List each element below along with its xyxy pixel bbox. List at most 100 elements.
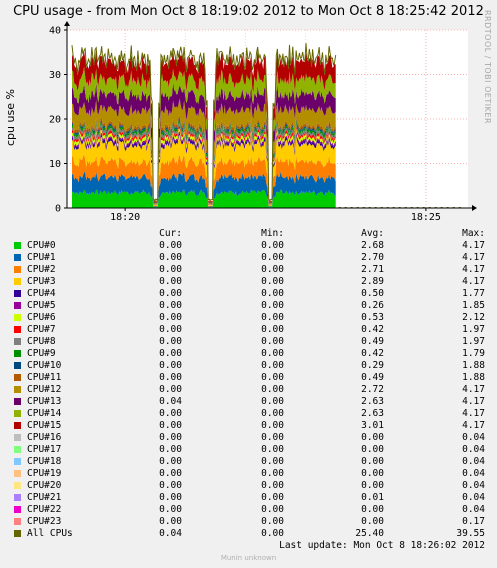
legend-max: 4.17 [462,408,485,419]
legend-row: CPU#9 0.00 0.00 0.42 1.79 [0,348,497,360]
series-area-cpu11 [72,115,336,205]
legend-avg: 0.26 [361,300,384,311]
legend-cur: 0.00 [159,360,182,371]
legend-min: 0.00 [261,336,284,347]
legend-avg: 2.63 [361,396,384,407]
legend-row: CPU#12 0.00 0.00 2.72 4.17 [0,384,497,396]
legend-swatch [14,458,21,465]
legend-swatch [14,362,21,369]
legend-avg: 2.63 [361,408,384,419]
legend-row: CPU#0 0.00 0.00 2.68 4.17 [0,240,497,252]
legend-row: CPU#10 0.00 0.00 0.29 1.88 [0,360,497,372]
legend-swatch [14,278,21,285]
legend-min: 0.00 [261,504,284,515]
legend-min: 0.00 [261,276,284,287]
x-tick-label: 18:25 [411,212,441,223]
legend-max: 0.04 [462,456,485,467]
legend-header-min: Min: [261,228,284,239]
legend-swatch [14,398,21,405]
legend-name: CPU#20 [27,480,62,491]
legend-cur: 0.00 [159,504,182,515]
series-area-cpu13 [72,82,336,204]
legend-max: 4.17 [462,240,485,251]
legend-row: CPU#13 0.04 0.00 2.63 4.17 [0,396,497,408]
legend-row: All CPUs 0.04 0.00 25.40 39.55 [0,528,497,540]
legend-cur: 0.00 [159,324,182,335]
legend-name: CPU#2 [27,264,56,275]
series-line-all-cpus [71,43,337,202]
legend-min: 0.00 [261,420,284,431]
legend-header-avg: Avg: [361,228,384,239]
legend-row: CPU#14 0.00 0.00 2.63 4.17 [0,408,497,420]
legend-max: 0.04 [462,444,485,455]
legend-max: 1.77 [462,288,485,299]
legend-avg: 0.00 [361,456,384,467]
y-tick-label: 30 [49,70,61,81]
legend-name: CPU#7 [27,324,56,335]
legend-max: 0.04 [462,480,485,491]
legend-cur: 0.00 [159,288,182,299]
series-area-cpu3 [72,134,336,206]
legend-row: CPU#19 0.00 0.00 0.00 0.04 [0,468,497,480]
legend-max: 0.04 [462,432,485,443]
legend-avg: 3.01 [361,420,384,431]
legend-row: CPU#15 0.00 0.00 3.01 4.17 [0,420,497,432]
series-area-cpu9 [72,120,336,205]
legend-row: CPU#4 0.00 0.00 0.50 1.77 [0,288,497,300]
legend-name: CPU#17 [27,444,62,455]
legend-avg: 0.29 [361,360,384,371]
legend-name: CPU#18 [27,456,62,467]
y-tick-label: 10 [49,159,61,170]
legend-min: 0.00 [261,444,284,455]
legend-swatch [14,314,21,321]
legend-min: 0.00 [261,252,284,263]
legend-min: 0.00 [261,408,284,419]
legend-avg: 0.00 [361,480,384,491]
legend-swatch [14,386,21,393]
legend-row: CPU#17 0.00 0.00 0.00 0.04 [0,444,497,456]
legend-min: 0.00 [261,396,284,407]
legend-swatch [14,434,21,441]
legend-avg: 0.49 [361,336,384,347]
chart-plot: 0 10 20 30 40 18:20 18:25 [49,21,477,223]
legend-min: 0.00 [261,456,284,467]
legend-row: CPU#23 0.00 0.00 0.00 0.17 [0,516,497,528]
legend-avg: 0.50 [361,288,384,299]
legend-avg: 2.72 [361,384,384,395]
legend-min: 0.00 [261,240,284,251]
legend-cur: 0.00 [159,312,182,323]
legend-min: 0.00 [261,312,284,323]
legend-cur: 0.00 [159,348,182,359]
legend-cur: 0.00 [159,264,182,275]
legend-name: CPU#3 [27,276,56,287]
legend-header-row: Cur: Min: Avg: Max: [0,228,497,240]
legend-cur: 0.00 [159,492,182,503]
legend-row: CPU#7 0.00 0.00 0.42 1.97 [0,324,497,336]
legend-swatch [14,482,21,489]
legend-name: CPU#1 [27,252,56,263]
legend-name: CPU#19 [27,468,62,479]
legend-name: CPU#6 [27,312,56,323]
legend-min: 0.00 [261,372,284,383]
legend-max: 4.17 [462,420,485,431]
legend-row: CPU#21 0.00 0.00 0.01 0.04 [0,492,497,504]
chart-title: CPU usage - from Mon Oct 8 18:19:02 2012… [13,4,484,19]
legend-swatch [14,266,21,273]
series-area-cpu2 [72,154,336,207]
legend-min: 0.00 [261,468,284,479]
legend-row: CPU#11 0.00 0.00 0.49 1.88 [0,372,497,384]
legend-max: 1.85 [462,300,485,311]
legend-cur: 0.00 [159,372,182,383]
legend-name: CPU#22 [27,504,62,515]
last-update: Last update: Mon Oct 8 18:26:02 2012 [279,540,485,551]
legend-swatch [14,518,21,525]
legend-max: 1.88 [462,372,485,383]
legend-cur: 0.00 [159,408,182,419]
series-area-cpu15 [72,48,336,202]
legend-name: All CPUs [27,528,73,539]
legend-max: 1.97 [462,336,485,347]
legend-avg: 0.00 [361,444,384,455]
legend-cur: 0.00 [159,420,182,431]
legend-row: CPU#3 0.00 0.00 2.89 4.17 [0,276,497,288]
legend-cur: 0.00 [159,336,182,347]
